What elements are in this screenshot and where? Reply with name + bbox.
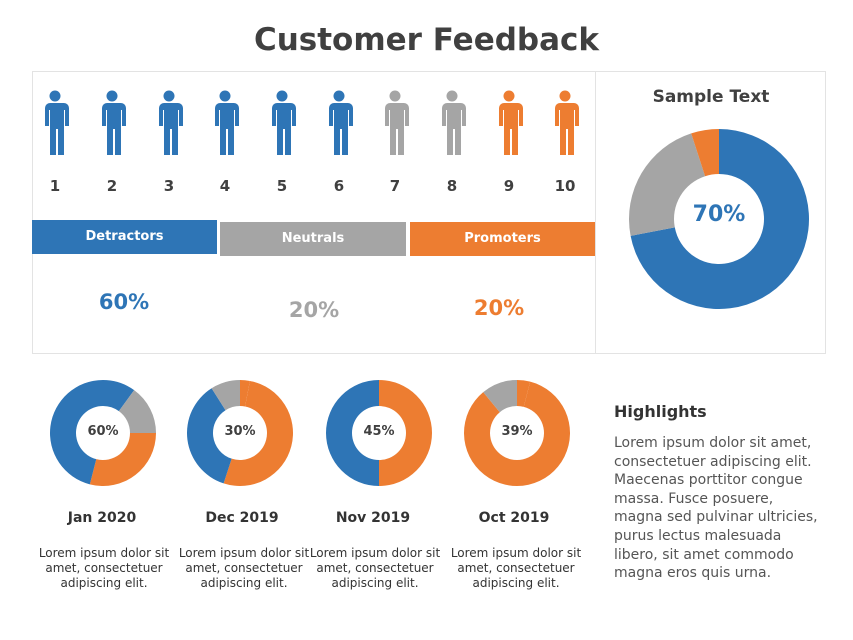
- donut-segment: [629, 133, 706, 236]
- person-icon: [95, 90, 129, 158]
- donut-segment: [50, 380, 103, 485]
- donut-segment: [240, 380, 250, 407]
- person-icon: [152, 90, 186, 158]
- scale-number: 9: [503, 177, 515, 195]
- donut-segment: [379, 380, 432, 486]
- donut-segment: [211, 380, 240, 411]
- highlights-title: Highlights: [614, 402, 707, 421]
- donut-segment: [187, 388, 232, 484]
- month-donut: [326, 380, 432, 486]
- month-donut: [464, 380, 570, 486]
- month-label: Jan 2020: [67, 510, 137, 526]
- summary-donut: [629, 129, 809, 309]
- person-icon: [548, 90, 582, 158]
- month-value: 30%: [224, 424, 256, 439]
- person-icon: [435, 90, 469, 158]
- highlights-body: Lorem ipsum dolor sit amet, consectetuer…: [614, 435, 818, 582]
- scale-number: 4: [219, 177, 231, 195]
- person-icon: [378, 90, 412, 158]
- month-value: 45%: [363, 424, 395, 439]
- donut-segment: [89, 433, 156, 486]
- scale-number: 7: [389, 177, 401, 195]
- scale-number: 1: [49, 177, 61, 195]
- donut-segment: [103, 380, 135, 412]
- scale-panel: [32, 71, 596, 354]
- band-promoters: Promoters: [410, 222, 595, 256]
- band-neutrals: Neutrals: [220, 222, 406, 256]
- month-donut: [50, 380, 156, 486]
- band-detractors: Detractors: [32, 220, 217, 254]
- person-icon: [265, 90, 299, 158]
- month-donut: [187, 380, 293, 486]
- donut-segment: [118, 390, 156, 433]
- donut-segment: [464, 381, 570, 486]
- month-description: Lorem ipsum dolor sit amet, consectetuer…: [309, 546, 441, 590]
- group-percent: 60%: [98, 290, 150, 314]
- donut-segment: [517, 380, 531, 407]
- month-description: Lorem ipsum dolor sit amet, consectetuer…: [38, 546, 170, 590]
- month-value: 39%: [501, 424, 533, 439]
- month-description: Lorem ipsum dolor sit amet, consectetuer…: [450, 546, 582, 590]
- month-description: Lorem ipsum dolor sit amet, consectetuer…: [178, 546, 310, 590]
- month-label: Oct 2019: [478, 510, 550, 526]
- group-percent: 20%: [288, 298, 340, 322]
- summary-title: Sample Text: [652, 87, 770, 107]
- donut-segment: [483, 380, 517, 413]
- scale-number: 10: [554, 177, 576, 195]
- person-icon: [492, 90, 526, 158]
- donut-segment: [223, 380, 293, 486]
- group-percent: 20%: [473, 296, 525, 320]
- month-label: Dec 2019: [205, 510, 279, 526]
- scale-number: 2: [106, 177, 118, 195]
- person-icon: [322, 90, 356, 158]
- donut-segment: [630, 129, 809, 309]
- summary-panel: [595, 71, 826, 354]
- summary-value: 70%: [692, 202, 746, 227]
- month-value: 60%: [87, 424, 119, 439]
- person-icon: [208, 90, 242, 158]
- scale-number: 8: [446, 177, 458, 195]
- person-icon: [38, 90, 72, 158]
- scale-number: 5: [276, 177, 288, 195]
- donut-segment: [691, 129, 719, 177]
- page-title: Customer Feedback: [253, 22, 600, 58]
- donut-segment: [326, 380, 379, 486]
- scale-number: 3: [163, 177, 175, 195]
- scale-number: 6: [333, 177, 345, 195]
- month-label: Nov 2019: [335, 510, 411, 526]
